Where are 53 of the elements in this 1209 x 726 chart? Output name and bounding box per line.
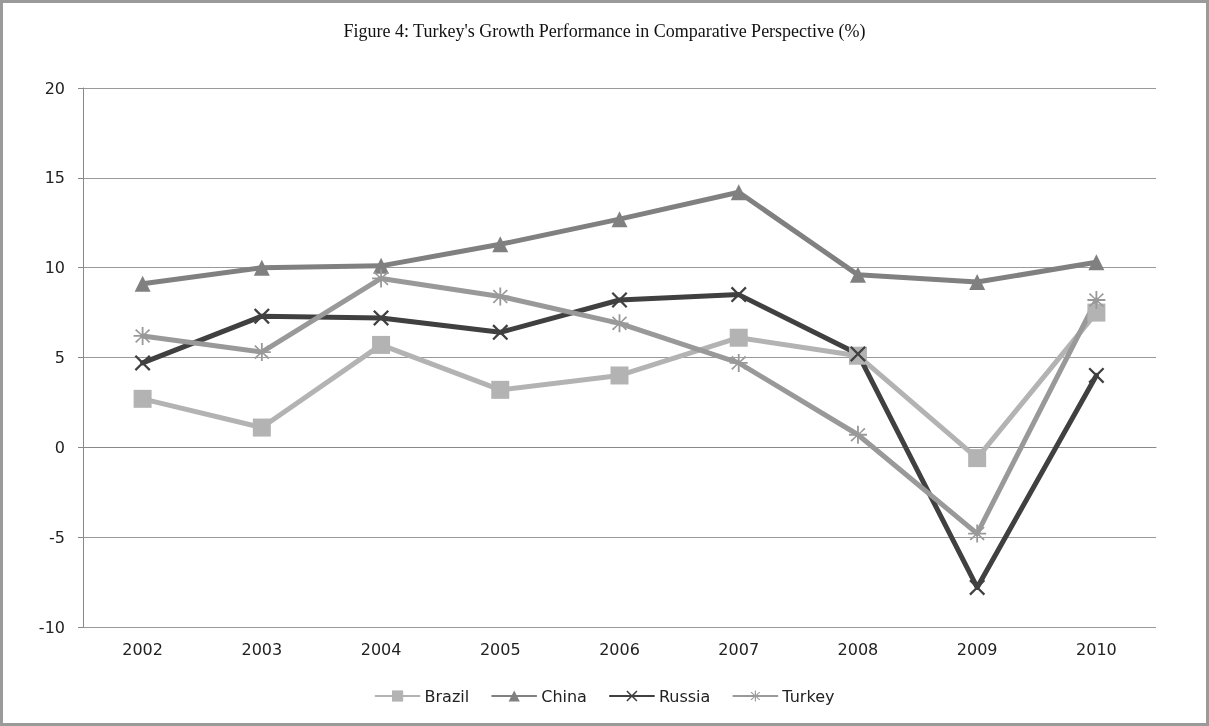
y-tick-label: 5 bbox=[54, 348, 65, 367]
point bbox=[729, 353, 748, 372]
y-tick-label: 20 bbox=[44, 78, 65, 98]
point bbox=[134, 275, 151, 292]
point bbox=[730, 286, 747, 303]
x-tick-label: 2010 bbox=[1076, 639, 1117, 659]
chart-title: Figure 4: Turkey's Growth Performance in Comparative Perspective (%) bbox=[343, 21, 866, 42]
point bbox=[969, 579, 986, 596]
point bbox=[1087, 303, 1106, 322]
point bbox=[253, 308, 270, 325]
point bbox=[1088, 254, 1105, 271]
x-tick-label: 2007 bbox=[718, 639, 760, 659]
y-tick-label: -5 bbox=[49, 527, 65, 547]
x-tick-label: 2002 bbox=[122, 639, 163, 659]
point bbox=[252, 418, 271, 437]
point bbox=[492, 324, 509, 341]
legend-label: Russia bbox=[658, 686, 711, 706]
point bbox=[968, 524, 987, 543]
x-tick-label: 2006 bbox=[599, 639, 640, 659]
x-tick-label: 2003 bbox=[241, 639, 283, 659]
x-tick-label: 2009 bbox=[956, 639, 998, 659]
point bbox=[372, 269, 391, 288]
legend-label: Turkey bbox=[781, 686, 835, 706]
point bbox=[1087, 291, 1106, 310]
point bbox=[729, 328, 748, 347]
point bbox=[373, 309, 390, 326]
y-tick-label: 0 bbox=[54, 437, 65, 457]
point bbox=[252, 343, 271, 362]
point bbox=[969, 274, 986, 291]
y-tick-label: -10 bbox=[38, 617, 65, 637]
point bbox=[1088, 367, 1105, 384]
x-tick-label: 2005 bbox=[479, 639, 521, 659]
point bbox=[134, 354, 151, 371]
point bbox=[253, 259, 270, 276]
point bbox=[491, 287, 510, 306]
point bbox=[133, 389, 152, 408]
point bbox=[848, 425, 867, 444]
point bbox=[491, 380, 510, 399]
point bbox=[968, 449, 987, 468]
point bbox=[849, 266, 866, 283]
y-tick-label: 15 bbox=[44, 168, 65, 188]
y-tick-label: 10 bbox=[44, 258, 65, 278]
x-tick-label: 2004 bbox=[360, 639, 402, 659]
legend-label: China bbox=[541, 686, 587, 706]
point bbox=[492, 236, 509, 253]
point bbox=[372, 335, 391, 354]
point bbox=[611, 211, 628, 228]
point bbox=[133, 326, 152, 345]
legend-label: Brazil bbox=[424, 686, 470, 706]
point bbox=[610, 366, 629, 385]
point bbox=[730, 184, 747, 201]
x-tick-label: 2008 bbox=[837, 639, 879, 659]
point bbox=[611, 292, 628, 309]
